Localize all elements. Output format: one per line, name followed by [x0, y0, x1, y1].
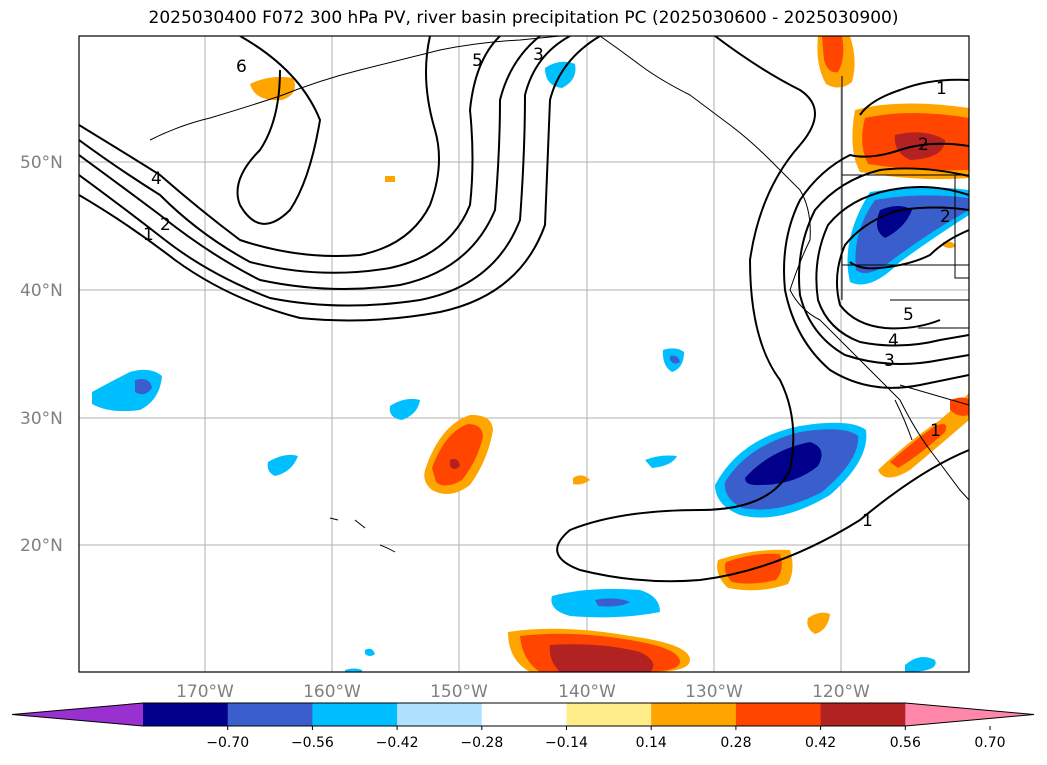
contour-label: 4 [888, 331, 899, 351]
lon-labels: 170°W 160°W 150°W 140°W 130°W 120°W [176, 682, 870, 702]
lon-label-170w: 170°W [176, 682, 234, 702]
contour-label: 5 [472, 51, 483, 71]
colorbar-tick-label: 0.56 [890, 735, 921, 751]
lat-labels: 50°N 40°N 30°N 20°N [20, 153, 63, 556]
pv-contours [79, 36, 969, 583]
contour-label: 1 [930, 421, 941, 441]
colorbar-segment [735, 703, 822, 726]
colorbar-segment [820, 703, 906, 726]
contour-label: 5 [903, 305, 914, 325]
contour-label: 2 [160, 215, 171, 235]
colorbar-extension-min [12, 703, 143, 726]
coastlines [149, 36, 969, 553]
map-border [78, 35, 970, 673]
colorbar-tick-label: −0.56 [291, 735, 334, 751]
colorbar-segment [143, 703, 229, 726]
colorbar-extension-max [905, 703, 1034, 726]
colorbar-tick-label: −0.14 [545, 735, 588, 751]
map-title: 2025030400 F072 300 hPa PV, river basin … [148, 8, 899, 28]
colorbar-tick-label: −0.42 [376, 735, 419, 751]
colorbar-segment [397, 703, 483, 726]
contour-label: 3 [884, 351, 895, 371]
colorbar-segment [651, 703, 737, 726]
lat-label-50n: 50°N [20, 153, 63, 173]
contour-label: 1 [143, 225, 154, 245]
contour-labels: 6 5 3 4 2 1 2 1 5 4 3 2 1 1 [143, 45, 951, 531]
lon-label-160w: 160°W [303, 682, 361, 702]
contour-label: 4 [151, 169, 162, 189]
lon-label-120w: 120°W [812, 682, 870, 702]
colorbar-segment [481, 703, 567, 726]
contour-label: 1 [936, 79, 947, 99]
lat-label-30n: 30°N [20, 409, 63, 429]
lat-label-20n: 20°N [20, 536, 63, 556]
colorbar-outline [11, 702, 1035, 727]
colorbar: −0.70 −0.56 −0.42 −0.28 −0.14 0.14 0.28 0.42 0.5… [11, 702, 1035, 751]
colorbar-tick-label: −0.70 [206, 735, 249, 751]
lon-label-150w: 150°W [430, 682, 488, 702]
contour-label: 3 [533, 45, 544, 65]
colorbar-segment [227, 703, 313, 726]
colorbar-tick-label: 0.70 [974, 735, 1005, 751]
lon-label-140w: 140°W [558, 682, 616, 702]
colorbar-segment [566, 703, 652, 726]
colorbar-tick-label: 0.42 [805, 735, 836, 751]
contour-label: 2 [918, 135, 929, 155]
colorbar-segment [312, 703, 398, 726]
contour-label: 2 [940, 207, 951, 227]
contour-label: 6 [236, 57, 247, 77]
colorbar-tick-label: 0.14 [636, 735, 667, 751]
lon-label-130w: 130°W [685, 682, 743, 702]
lat-label-40n: 40°N [20, 281, 63, 301]
colorbar-tick-label: 0.28 [720, 735, 751, 751]
colorbar-tick-label: −0.28 [460, 735, 503, 751]
contour-label: 1 [862, 511, 873, 531]
